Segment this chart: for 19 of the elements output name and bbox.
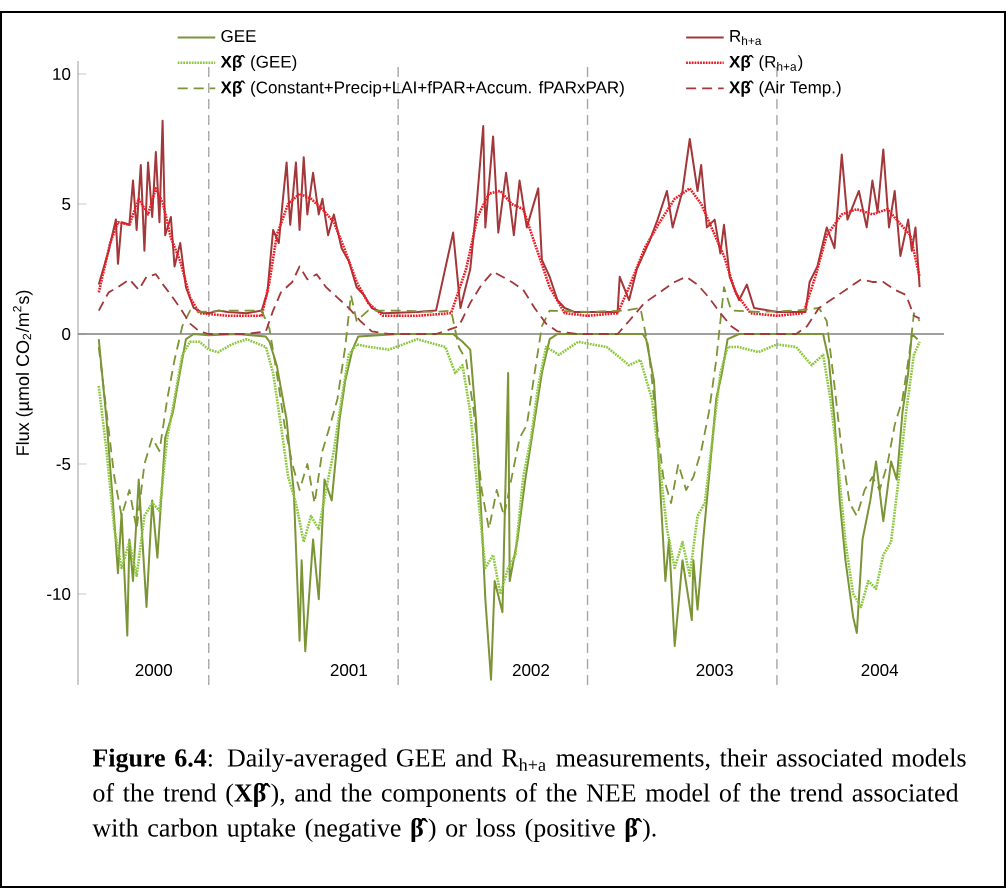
y-axis-title: Flux (µmol CO$_{2}$/m$^{2}$s) [12,290,33,455]
y-tick-label: 5 [62,198,71,210]
x-tick-label: 2004 [861,664,899,677]
y-tick-label: 0 [62,327,71,340]
legend-label: Xβ̂ (Constant+Precip+LAI+fPAR+Accum. fPARxPAR) [220,80,624,97]
x-tick-label: 2000 [135,664,172,677]
y-tick-label: -10 [47,587,71,600]
y-tick-label: 10 [53,67,71,80]
legend-label: Xβ̂ (Air Temp.) [729,80,841,97]
x-tick-label: 2001 [330,664,367,677]
text: Figure 6.4: Daily-averaged GEE and R$_{h+a}$ measurements, their associated models of the trend (Xβ̂), and the components of the NEE model of the trend associated with carbon uptake (negative β̂) or loss (positive β̂). [92,748,966,843]
legend-label: GEE [221,30,256,43]
legend-label: Xβ̂ (R$_{h+a}$) [729,54,803,72]
legend-label: R$_{h+a}$ [730,30,762,46]
y-tick-label: -5 [56,458,71,470]
x-tick-label: 2002 [512,664,550,677]
legend-label: Xβ̂ (GEE) [220,54,297,72]
line-series [97,337,921,609]
x-tick-label: 2003 [696,664,733,677]
